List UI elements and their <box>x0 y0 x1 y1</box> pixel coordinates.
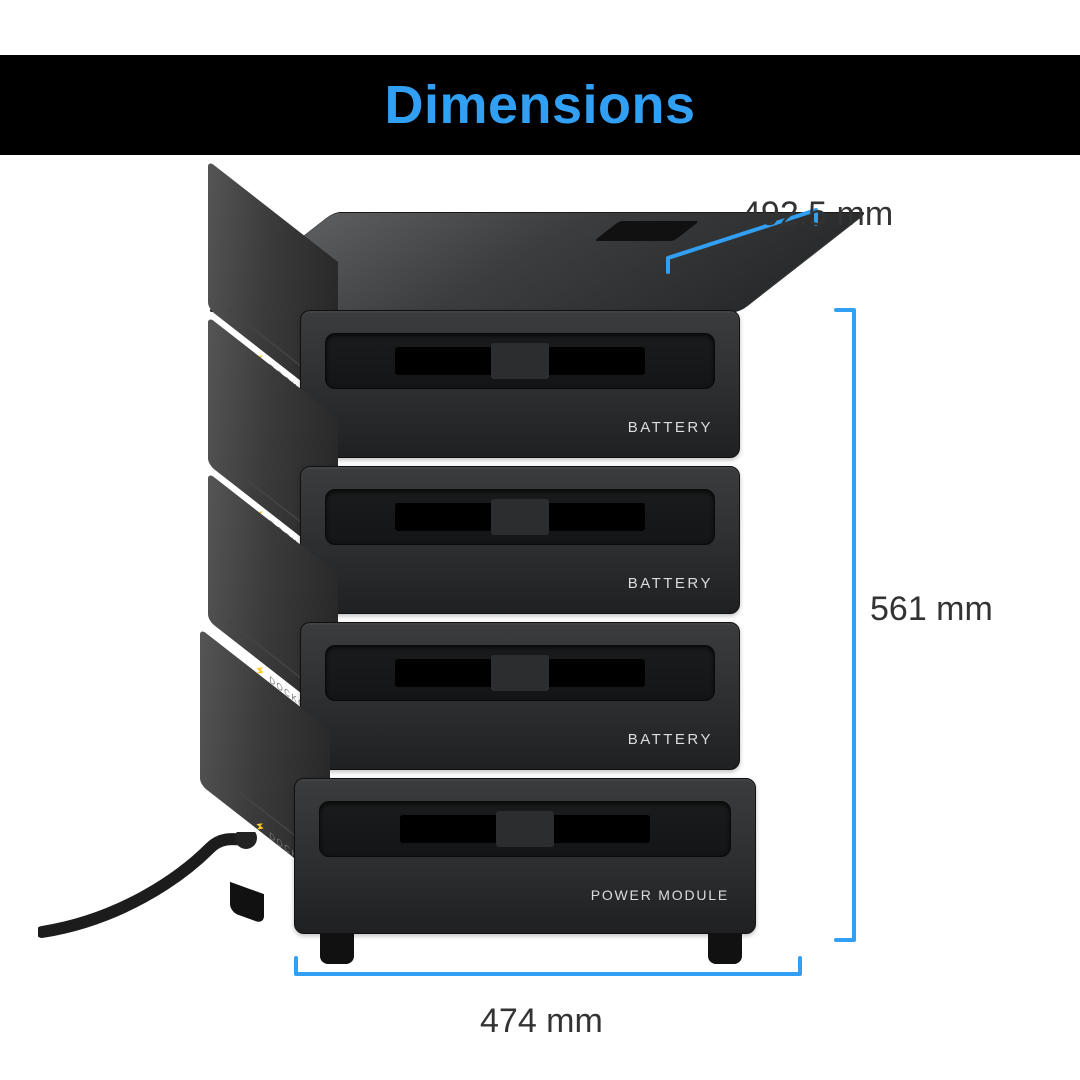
foot <box>230 882 264 924</box>
title-bar: Dimensions <box>0 55 1080 155</box>
handle-slot <box>325 489 715 545</box>
module-label: BATTERY <box>301 731 713 748</box>
product-illustration: ⚡DOCKCHARGED BATTERY ⚡DOCKCHARGED BATTER… <box>270 260 800 980</box>
module-battery-1: ⚡DOCKCHARGED BATTERY <box>270 310 740 458</box>
handle-slot <box>325 645 715 701</box>
page-title: Dimensions <box>384 74 695 136</box>
power-cable <box>38 832 258 992</box>
module-front: BATTERY <box>300 622 740 770</box>
handle-slot <box>319 801 731 857</box>
dimension-bracket-height <box>834 304 874 946</box>
dimension-label-width: 474 mm <box>480 1002 603 1041</box>
handle-slot <box>325 333 715 389</box>
dimension-bracket-width <box>288 954 808 994</box>
module-front: POWER MODULE <box>294 778 756 934</box>
dimension-label-depth: 492.5 mm <box>742 195 893 234</box>
module-label: BATTERY <box>301 575 713 592</box>
module-front: BATTERY <box>300 466 740 614</box>
module-battery-3: ⚡DOCKCHARGED BATTERY <box>270 622 740 770</box>
module-front: BATTERY <box>300 310 740 458</box>
module-label: BATTERY <box>301 419 713 436</box>
module-power-module: ⚡DOCKCHARGED POWER MODULE <box>270 778 740 926</box>
dimension-label-height: 561 mm <box>870 590 993 629</box>
module-battery-2: ⚡DOCKCHARGED BATTERY <box>270 466 740 614</box>
module-label: POWER MODULE <box>295 887 729 903</box>
